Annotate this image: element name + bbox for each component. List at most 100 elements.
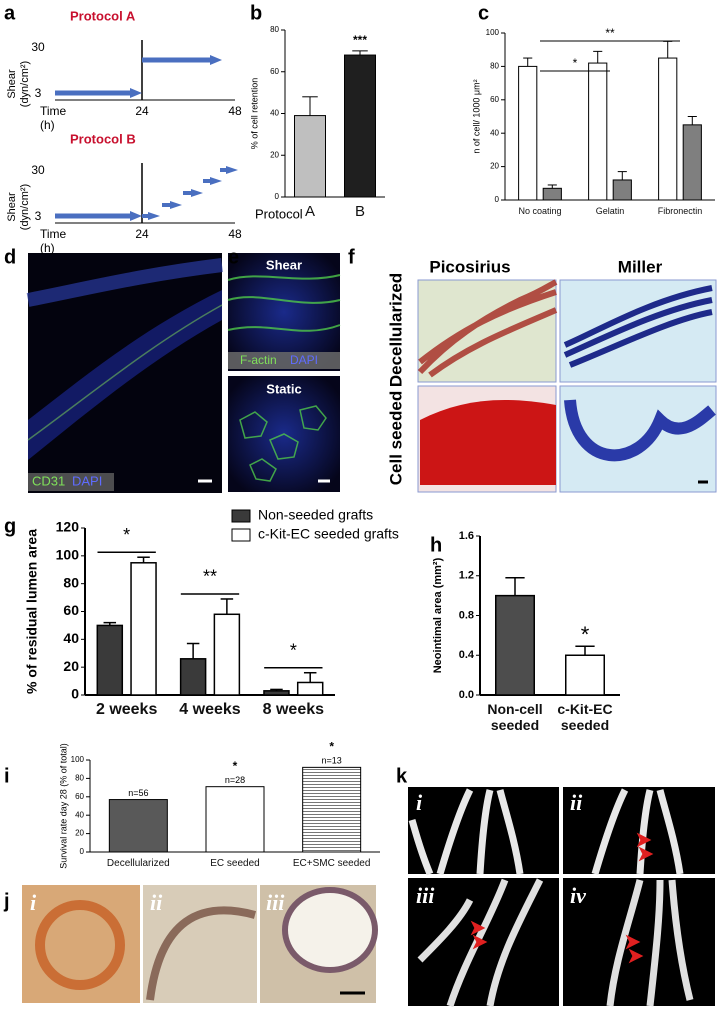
bar <box>96 624 124 696</box>
y-tick-label: 60 <box>270 67 279 76</box>
y-tick-label: 20 <box>270 150 279 159</box>
vessel-wall <box>146 906 257 1001</box>
elastin <box>563 285 713 368</box>
row-header: Cell seeded <box>386 391 405 486</box>
y-level: 30 <box>31 163 45 177</box>
y-tick-label: 0 <box>495 195 500 204</box>
y-level: 30 <box>31 40 45 54</box>
x-tick: 24 <box>135 104 149 118</box>
stain-label: DAPI <box>72 473 102 488</box>
bar <box>658 57 678 201</box>
y-tick-label: 0.0 <box>459 689 474 701</box>
significance: ** <box>203 567 217 587</box>
micrograph-e-shear <box>228 253 340 371</box>
vessel-wall <box>35 900 125 990</box>
y-label: Shear <box>6 69 18 99</box>
image-label: ii <box>150 890 163 915</box>
y-tick-label: 0.4 <box>459 649 475 661</box>
y-unit: (dyn/cm²) <box>19 61 31 107</box>
bar <box>542 187 562 201</box>
bar <box>588 62 608 201</box>
actin-fibers <box>227 274 341 332</box>
label-box <box>228 352 340 369</box>
column-header: Picosirius <box>429 257 510 276</box>
x-tick-label: Gelatin <box>595 206 625 216</box>
x-unit: (h) <box>40 241 55 255</box>
tissue-band <box>28 290 222 460</box>
y-tick-label: 1.2 <box>459 570 474 582</box>
x-tick-label: 4 weeks <box>179 701 241 718</box>
y-level: 3 <box>35 209 42 223</box>
condition-label: Static <box>266 381 301 396</box>
significance: ** <box>605 26 615 40</box>
x-tick-label: EC seeded <box>210 858 260 869</box>
x-tick-label: 8 weeks <box>262 701 325 718</box>
x-tick-label: Fibronectin <box>657 206 703 216</box>
panel-letter: c <box>478 2 489 24</box>
bar <box>495 594 535 696</box>
count-label: n=56 <box>128 788 148 798</box>
x-tick-label: 2 weeks <box>95 701 158 718</box>
y-tick-label: 80 <box>490 62 499 71</box>
significance: * <box>290 640 297 660</box>
panel-letter: k <box>396 765 408 787</box>
y-axis-label: Neointimal area (mm²) <box>432 557 444 673</box>
x-label: Time <box>40 227 67 241</box>
arrow-head <box>210 55 222 65</box>
label-box <box>28 473 114 491</box>
image-label: i <box>416 790 423 815</box>
y-tick-label: 0 <box>80 847 85 856</box>
bar <box>213 613 241 696</box>
y-tick-label: 20 <box>63 658 79 674</box>
y-axis-label: Survival rate day 28 (% of total) <box>58 743 68 869</box>
x-tick-label: Decellularized <box>106 858 170 869</box>
condition-label: Shear <box>266 257 302 272</box>
panel-letter: g <box>4 515 16 537</box>
panel-letter: a <box>4 2 16 24</box>
y-tick-label: 60 <box>75 792 84 801</box>
y-tick-label: 20 <box>75 829 84 838</box>
x-tick: 48 <box>228 104 242 118</box>
significance: * <box>233 759 238 773</box>
bar <box>682 124 702 201</box>
bar <box>294 115 326 198</box>
count-label: n=28 <box>225 775 245 785</box>
x-tick: 48 <box>228 227 242 241</box>
arrow-head <box>226 166 238 174</box>
x-tick-label: c-Kit-EC seeded <box>557 701 613 734</box>
cd31-stain <box>27 304 223 441</box>
vessels <box>408 788 524 876</box>
protocol-title: Protocol B <box>70 131 136 146</box>
y-tick-label: 0 <box>71 686 79 702</box>
x-tick-label: A <box>304 203 315 220</box>
panel-letter: j <box>3 890 10 912</box>
panel-letter: i <box>4 765 10 787</box>
bar <box>179 658 207 696</box>
significance: * <box>123 525 130 545</box>
bar <box>108 799 168 853</box>
y-tick-label: 60 <box>63 602 79 618</box>
y-tick-label: 100 <box>56 547 80 563</box>
y-tick-label: 0 <box>275 192 280 201</box>
micrograph-f <box>559 279 717 383</box>
significance: * <box>573 56 578 70</box>
x-tick-label: B <box>354 203 365 220</box>
bar <box>344 54 376 198</box>
panel-letter: h <box>430 534 442 556</box>
panel-letter: f <box>348 246 355 268</box>
y-tick-label: 0.8 <box>459 609 474 621</box>
y-axis-label: % of cell retention <box>249 78 259 150</box>
legend-label: c-Kit-EC seeded grafts <box>258 526 399 542</box>
y-level: 3 <box>35 86 42 100</box>
image-label: i <box>30 890 37 915</box>
actin-fibers <box>239 405 327 482</box>
column-header: Miller <box>618 257 663 276</box>
x-tick: 24 <box>135 227 149 241</box>
stain-label: DAPI <box>290 353 318 367</box>
bar <box>518 65 538 201</box>
panel-letter: e <box>228 246 239 268</box>
arrow-head <box>148 212 160 220</box>
x-axis-label: Protocol <box>255 206 303 221</box>
